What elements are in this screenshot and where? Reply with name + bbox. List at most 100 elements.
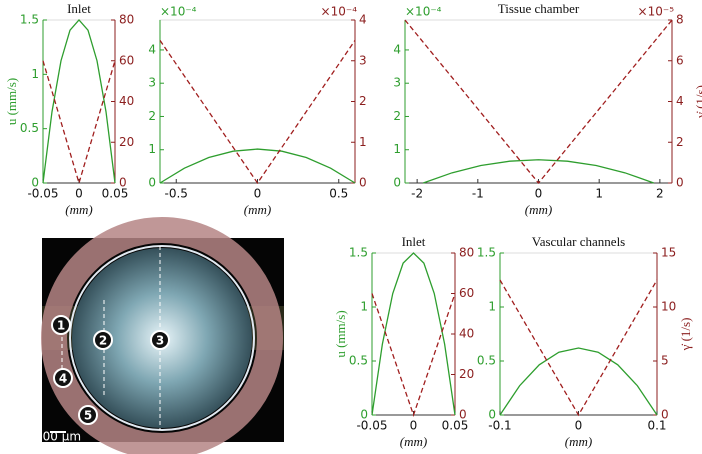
x-tick-label: 0	[75, 187, 83, 201]
y2-tick-label: 60	[459, 286, 474, 300]
chart-title: Tissue chamber	[498, 1, 580, 16]
plot-frame	[499, 252, 658, 416]
data-line	[159, 40, 356, 185]
y2-tick-label: 6	[676, 53, 684, 67]
y2-tick-label: 8	[676, 13, 684, 27]
y-tick-label: 3	[148, 76, 156, 90]
x-tick-label: 0	[410, 419, 418, 433]
data-line	[159, 148, 356, 184]
y2-tick-label: 2	[676, 135, 684, 149]
data-line	[42, 19, 116, 184]
data-line	[42, 60, 116, 186]
x-tick-label: -0.05	[356, 419, 387, 433]
y-multiplier: ×10⁻⁴	[160, 5, 197, 19]
chart-title: Inlet	[67, 1, 91, 16]
region-marker	[51, 315, 71, 335]
y-tick-label: 0	[148, 176, 156, 190]
x-tick-label: 0.1	[647, 419, 666, 433]
y-tick-label: 1.5	[20, 13, 39, 27]
region-label: 4	[59, 372, 67, 386]
region-label: 1	[57, 319, 65, 333]
region-label: 2	[99, 334, 107, 348]
y2-tick-label: 80	[119, 13, 134, 27]
data-line	[422, 159, 655, 184]
x-tick-label: 0	[254, 187, 262, 201]
x-axis-label: (mm)	[244, 202, 271, 217]
y-tick-label: 2	[393, 109, 401, 123]
y-tick-label: 2	[148, 109, 156, 123]
x-tick-label: 1	[595, 187, 603, 201]
x-tick-label: 0.5	[329, 187, 348, 201]
y2-tick-label: 4	[676, 94, 684, 108]
y-tick-label: 1.5	[477, 246, 496, 260]
y2-tick-label: 0	[676, 176, 684, 190]
y-tick-label: 0	[360, 408, 368, 422]
y2-tick-label: 20	[459, 367, 474, 381]
region-marker	[93, 330, 113, 350]
x-tick-label: -0.5	[165, 187, 188, 201]
y2-tick-label: 0	[459, 408, 467, 422]
x-tick-label: 0	[575, 419, 583, 433]
chart-title: Inlet	[402, 234, 426, 249]
x-axis-label: (mm)	[565, 434, 592, 449]
y2-tick-label: 15	[661, 246, 676, 260]
data-line	[371, 293, 456, 418]
x-tick-label: -0.05	[27, 187, 58, 201]
y2-tick-label: 40	[459, 327, 474, 341]
region-label: 5	[84, 409, 92, 423]
x-axis-label: (mm)	[400, 434, 427, 449]
y2-tick-label: 20	[119, 135, 134, 149]
y-tick-label: 0.5	[349, 354, 368, 368]
y-tick-label: 0	[31, 176, 39, 190]
y2-tick-label: 80	[459, 246, 474, 260]
y-tick-label: 1.5	[349, 246, 368, 260]
data-line	[404, 19, 673, 185]
x-tick-label: 0.05	[102, 187, 129, 201]
plot-frame	[404, 19, 673, 184]
y2-tick-label: 40	[119, 94, 134, 108]
y2-tick-label: 10	[661, 300, 676, 314]
x-tick-label: -1	[472, 187, 484, 201]
y-tick-label: 0	[488, 408, 496, 422]
region-marker	[150, 330, 170, 350]
x-tick-label: 0	[535, 187, 543, 201]
y2-tick-label: 3	[359, 53, 367, 67]
y2-tick-label: 0	[119, 176, 127, 190]
x-tick-label: -2	[411, 187, 423, 201]
y-multiplier: ×10⁻⁴	[405, 5, 442, 19]
y-tick-label: 4	[148, 42, 156, 56]
y2-tick-label: 60	[119, 53, 134, 67]
y-tick-label: 0.5	[477, 354, 496, 368]
x-tick-label: -0.1	[488, 419, 511, 433]
region-marker	[53, 368, 73, 388]
x-tick-label: 0.05	[442, 419, 469, 433]
data-line	[499, 279, 658, 417]
y-axis-label: u (mm/s)	[333, 310, 348, 357]
y2-tick-label: 4	[359, 13, 367, 27]
data-line	[371, 252, 456, 416]
data-line	[499, 347, 658, 416]
y2-multiplier: ×10⁻⁴	[321, 5, 358, 19]
plot-frame	[159, 19, 356, 184]
x-axis-label: (mm)	[65, 202, 92, 217]
y-tick-label: 1	[148, 142, 156, 156]
y2-tick-label: 5	[661, 354, 669, 368]
region-label: 3	[156, 334, 164, 348]
y2-multiplier: ×10⁻⁵	[638, 5, 675, 19]
y-tick-label: 1	[31, 67, 39, 81]
y-tick-label: 1	[488, 300, 496, 314]
y2-axis-label: γ̇ (1/s)	[678, 318, 693, 352]
x-tick-label: 2	[656, 187, 664, 201]
y2-tick-label: 0	[359, 176, 367, 190]
y-tick-label: 1	[360, 300, 368, 314]
y-tick-label: 4	[393, 42, 401, 56]
y-tick-label: 0	[393, 176, 401, 190]
y-tick-label: 1	[393, 142, 401, 156]
y2-axis-label: γ̇ (1/s)	[693, 85, 702, 119]
y2-tick-label: 0	[661, 408, 669, 422]
y2-tick-label: 1	[359, 135, 367, 149]
scale-bar-label: 200 µm	[35, 430, 81, 444]
y-tick-label: 3	[393, 76, 401, 90]
x-axis-label: (mm)	[525, 202, 552, 217]
